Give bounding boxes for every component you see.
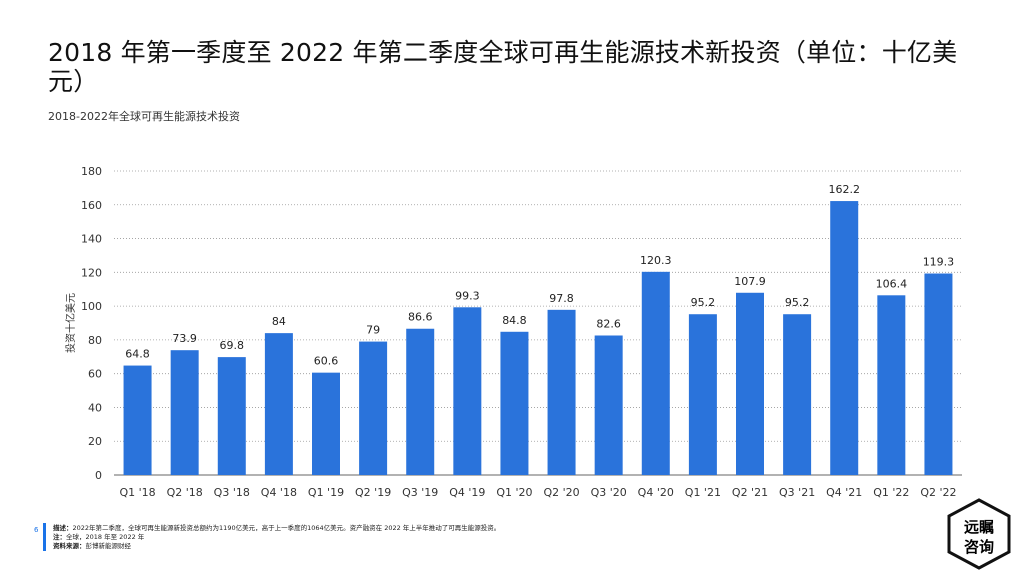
x-tick-label: Q2 '18 <box>167 486 203 499</box>
y-tick-label: 40 <box>88 401 102 414</box>
data-label: 162.2 <box>828 183 860 196</box>
bar <box>594 335 623 475</box>
logo-line-1: 远瞩 <box>963 518 994 536</box>
bar <box>123 365 152 475</box>
y-tick-label: 140 <box>81 233 102 246</box>
y-tick-label: 20 <box>88 435 102 448</box>
x-tick-label: Q4 '20 <box>638 486 674 499</box>
bar <box>217 357 246 475</box>
logo-badge-icon <box>947 498 1011 570</box>
y-tick-label: 120 <box>81 266 102 279</box>
y-tick-label: 180 <box>81 165 102 178</box>
x-tick-label: Q4 '18 <box>261 486 297 499</box>
bar <box>406 328 435 475</box>
x-tick-label: Q2 '20 <box>543 486 579 499</box>
x-tick-label: Q2 '22 <box>920 486 956 499</box>
page-title: 2018 年第一季度至 2022 年第二季度全球可再生能源技术新投资（单位：十亿… <box>48 38 958 96</box>
data-label: 60.6 <box>314 355 339 368</box>
bar <box>500 331 529 475</box>
footer-notes: 描述：2022年第二季度，全球可再生能源新投资总额约为1190亿美元，高于上一季… <box>53 524 500 551</box>
y-tick-label: 160 <box>81 199 102 212</box>
page-number: 6 <box>34 526 39 534</box>
data-label: 69.8 <box>220 339 245 352</box>
footer-accent-bar <box>43 523 46 551</box>
x-tick-label: Q1 '22 <box>873 486 909 499</box>
bar <box>359 341 388 475</box>
x-tick-label: Q2 '21 <box>732 486 768 499</box>
footer-source: 资料来源：彭博新能源财经 <box>53 542 131 550</box>
bar <box>783 314 812 475</box>
bar <box>264 333 293 475</box>
y-tick-label: 60 <box>88 368 102 381</box>
data-label: 95.2 <box>785 296 810 309</box>
x-tick-label: Q3 '19 <box>402 486 438 499</box>
footer-note: 注：全球，2018 年至 2022 年 <box>53 533 145 541</box>
bar <box>877 295 906 475</box>
data-label: 99.3 <box>455 289 480 302</box>
bar <box>453 307 482 475</box>
logo-line-2: 咨询 <box>963 538 994 556</box>
data-label: 79 <box>366 324 380 337</box>
data-label: 64.8 <box>125 348 150 361</box>
bar <box>830 201 859 475</box>
x-tick-label: Q3 '21 <box>779 486 815 499</box>
data-label: 107.9 <box>734 275 766 288</box>
x-tick-label: Q1 '19 <box>308 486 344 499</box>
bar <box>312 372 340 475</box>
data-label: 95.2 <box>691 296 716 309</box>
bar <box>924 273 953 475</box>
y-tick-label: 100 <box>81 300 102 313</box>
data-label: 86.6 <box>408 311 433 324</box>
data-label: 84 <box>272 315 286 328</box>
brand-logo: 远瞩 咨询 <box>946 498 1012 570</box>
page-subtitle: 2018-2022年全球可再生能源技术投资 <box>48 110 240 123</box>
data-label: 119.3 <box>923 256 955 269</box>
x-tick-label: Q4 '21 <box>826 486 862 499</box>
y-axis-label: 投资十亿美元 <box>64 293 77 353</box>
data-label: 84.8 <box>502 314 527 327</box>
x-tick-label: Q2 '19 <box>355 486 391 499</box>
footer-description: 描述：2022年第二季度，全球可再生能源新投资总额约为1190亿美元，高于上一季… <box>53 524 501 532</box>
data-label: 120.3 <box>640 254 672 267</box>
bar <box>170 350 199 475</box>
x-tick-label: Q1 '20 <box>496 486 532 499</box>
bar <box>688 314 717 475</box>
x-tick-label: Q1 '18 <box>119 486 155 499</box>
bar <box>736 292 764 475</box>
x-tick-label: Q4 '19 <box>449 486 485 499</box>
y-tick-label: 80 <box>88 334 102 347</box>
data-label: 73.9 <box>172 332 197 345</box>
bar <box>547 309 576 475</box>
data-label: 106.4 <box>876 277 908 290</box>
x-tick-label: Q3 '20 <box>591 486 627 499</box>
data-label: 82.6 <box>596 317 621 330</box>
y-tick-label: 0 <box>95 469 102 482</box>
x-tick-label: Q3 '18 <box>214 486 250 499</box>
x-tick-label: Q1 '21 <box>685 486 721 499</box>
bar <box>641 271 670 475</box>
data-label: 97.8 <box>549 292 574 305</box>
